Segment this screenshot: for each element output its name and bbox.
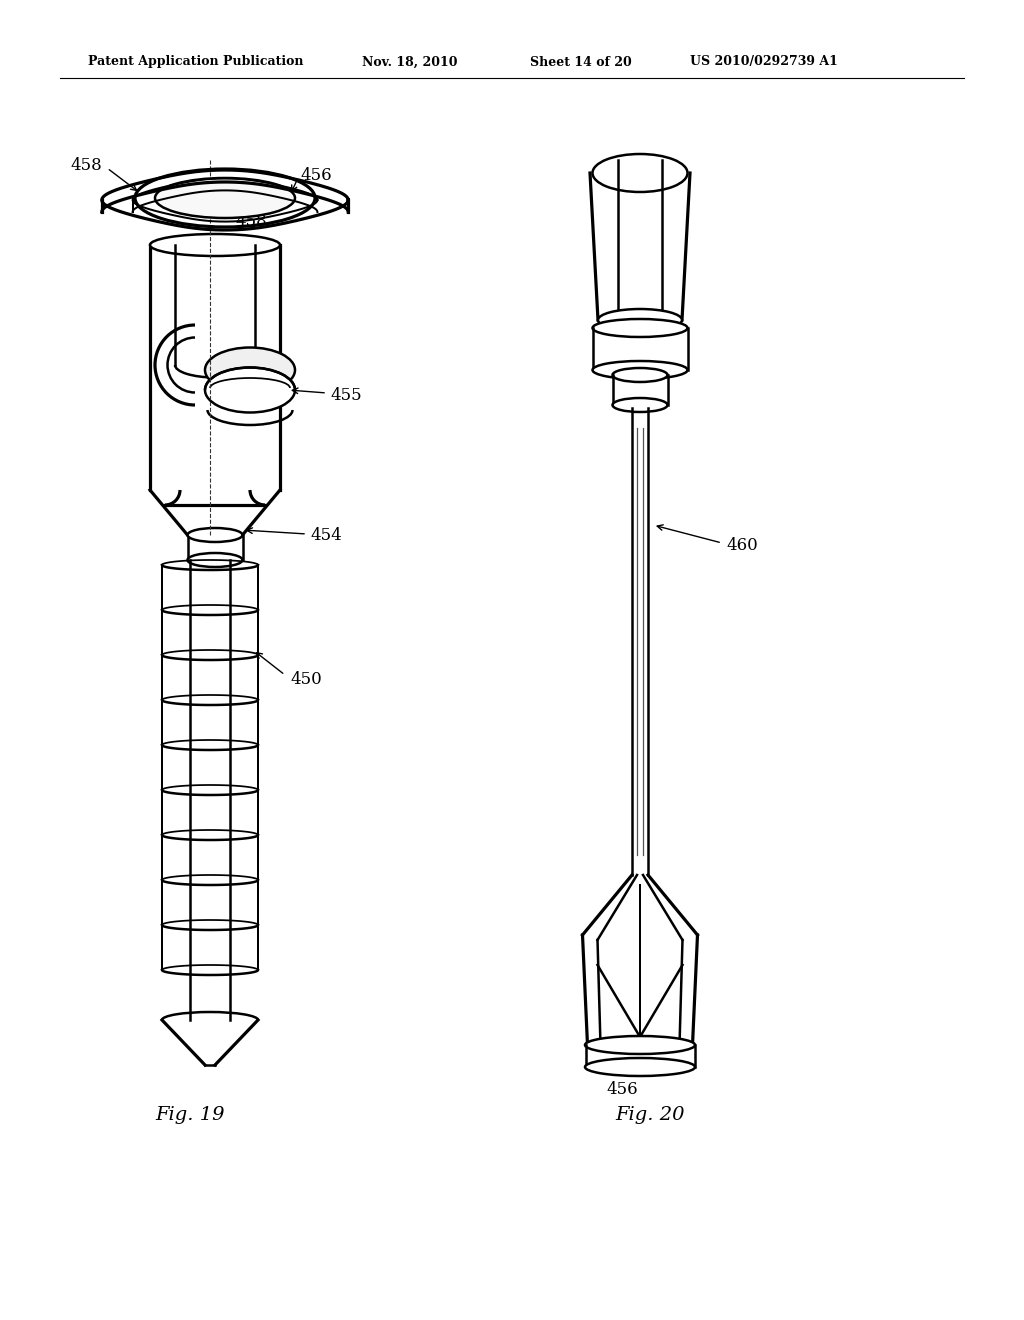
- Ellipse shape: [593, 154, 687, 191]
- Ellipse shape: [187, 553, 243, 568]
- Text: 456: 456: [300, 166, 332, 183]
- Ellipse shape: [205, 367, 295, 412]
- Text: US 2010/0292739 A1: US 2010/0292739 A1: [690, 55, 838, 69]
- Ellipse shape: [585, 1036, 695, 1053]
- Ellipse shape: [593, 360, 687, 379]
- Text: 454: 454: [310, 527, 342, 544]
- Text: Nov. 18, 2010: Nov. 18, 2010: [362, 55, 458, 69]
- Ellipse shape: [205, 347, 295, 392]
- Text: 456: 456: [606, 1081, 638, 1098]
- Text: Sheet 14 of 20: Sheet 14 of 20: [530, 55, 632, 69]
- Text: 458: 458: [71, 157, 102, 173]
- Ellipse shape: [155, 178, 295, 218]
- Text: 460: 460: [726, 536, 758, 553]
- Ellipse shape: [187, 528, 243, 543]
- Text: 458: 458: [234, 214, 266, 231]
- Text: 450: 450: [290, 672, 322, 689]
- Ellipse shape: [593, 319, 687, 337]
- Ellipse shape: [150, 234, 280, 256]
- Ellipse shape: [612, 368, 668, 381]
- Ellipse shape: [612, 399, 668, 412]
- Text: Fig. 20: Fig. 20: [615, 1106, 685, 1125]
- Text: Fig. 19: Fig. 19: [156, 1106, 224, 1125]
- Text: 455: 455: [330, 387, 361, 404]
- Ellipse shape: [598, 309, 682, 331]
- Text: Patent Application Publication: Patent Application Publication: [88, 55, 303, 69]
- Ellipse shape: [585, 1059, 695, 1076]
